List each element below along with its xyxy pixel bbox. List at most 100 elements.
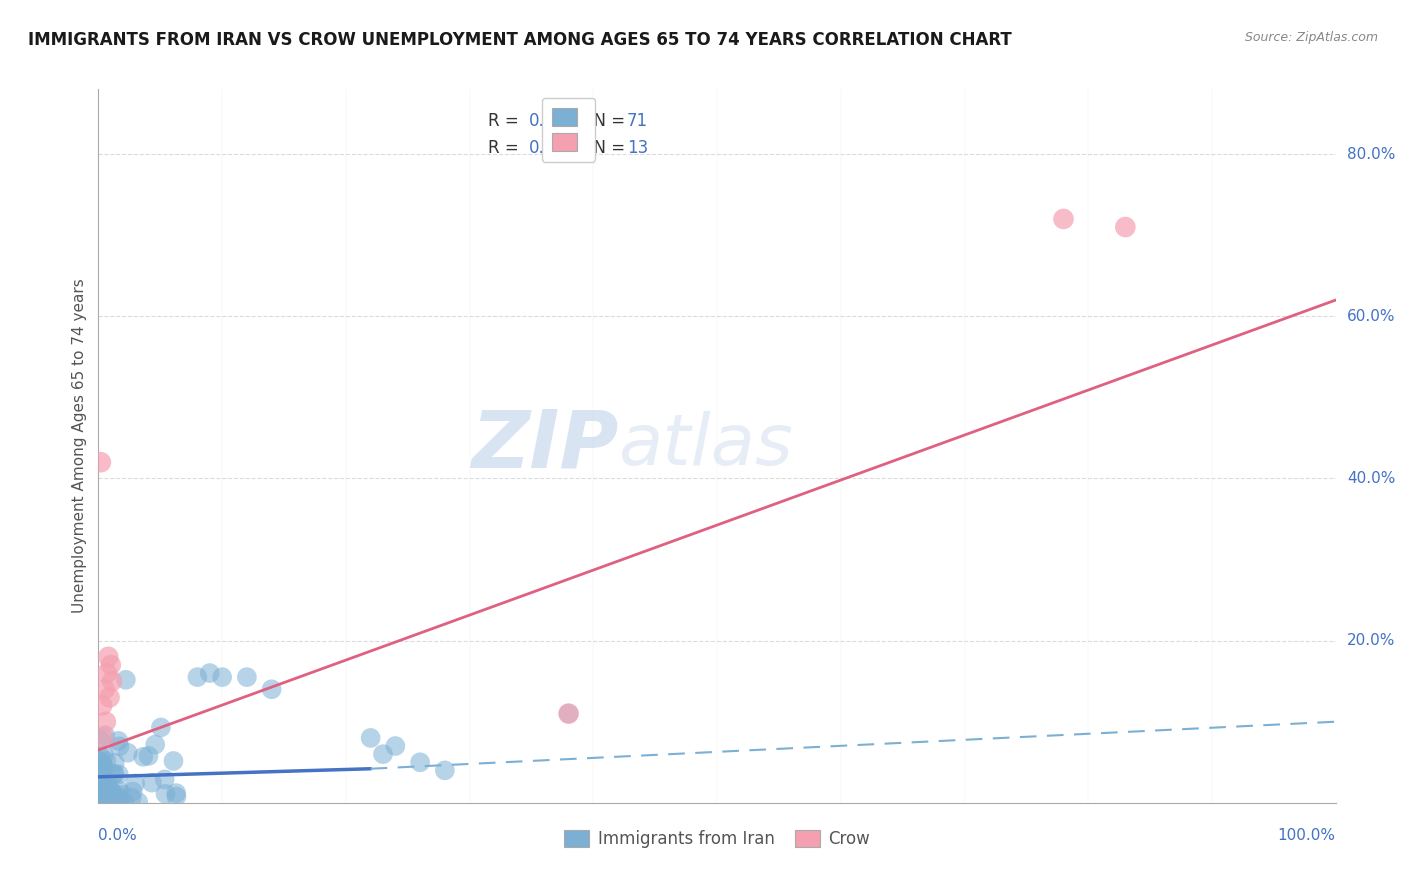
Text: 13: 13 xyxy=(627,139,648,157)
Point xyxy=(91,789,114,804)
Point xyxy=(96,666,118,681)
Point xyxy=(138,748,160,763)
Point xyxy=(186,670,208,684)
Point xyxy=(1114,220,1136,235)
Point xyxy=(433,764,456,778)
Point xyxy=(121,790,143,805)
Point xyxy=(104,756,127,770)
Point xyxy=(236,670,259,684)
Point xyxy=(371,747,394,761)
Point xyxy=(127,795,149,809)
Point xyxy=(91,758,114,772)
Point xyxy=(101,674,124,689)
Text: 71: 71 xyxy=(627,112,648,130)
Point xyxy=(91,761,114,775)
Point xyxy=(107,767,129,781)
Point xyxy=(107,783,129,797)
Point xyxy=(96,774,118,789)
Point xyxy=(94,728,117,742)
Point xyxy=(141,775,163,789)
Point xyxy=(165,786,187,800)
Point xyxy=(89,755,111,769)
Point xyxy=(108,792,131,806)
Point xyxy=(96,773,118,788)
Point xyxy=(107,734,129,748)
Point xyxy=(557,706,579,721)
Point xyxy=(155,787,177,801)
Point xyxy=(89,778,111,792)
Point xyxy=(96,754,118,768)
Text: ZIP: ZIP xyxy=(471,407,619,485)
Point xyxy=(94,792,117,806)
Point xyxy=(409,756,432,770)
Text: 40.0%: 40.0% xyxy=(1347,471,1395,486)
Text: N =: N = xyxy=(583,139,631,157)
Point xyxy=(165,789,187,804)
Point xyxy=(198,666,221,681)
Point xyxy=(101,785,124,799)
Point xyxy=(90,768,112,782)
Point xyxy=(97,649,120,664)
Point xyxy=(260,682,283,697)
Text: atlas: atlas xyxy=(619,411,793,481)
Point xyxy=(89,754,111,768)
Point xyxy=(93,747,115,762)
Point xyxy=(91,793,114,807)
Point xyxy=(89,785,111,799)
Point xyxy=(91,773,114,788)
Point xyxy=(100,657,122,672)
Text: 20.0%: 20.0% xyxy=(1347,633,1395,648)
Text: 60.0%: 60.0% xyxy=(1347,309,1395,324)
Point xyxy=(89,791,111,805)
Point xyxy=(149,721,172,735)
Point xyxy=(105,789,128,803)
Text: 0.0%: 0.0% xyxy=(98,828,138,843)
Text: N =: N = xyxy=(583,112,631,130)
Point xyxy=(557,706,579,721)
Point xyxy=(90,780,112,794)
Point xyxy=(91,787,114,801)
Point xyxy=(121,784,143,798)
Point xyxy=(98,690,121,705)
Point xyxy=(94,714,117,729)
Text: 80.0%: 80.0% xyxy=(1347,146,1395,161)
Text: R =: R = xyxy=(488,139,524,157)
Point xyxy=(93,682,115,697)
Point xyxy=(97,781,120,796)
Point xyxy=(93,758,115,772)
Point xyxy=(1052,211,1074,226)
Point xyxy=(108,794,131,808)
Point xyxy=(132,749,155,764)
Point xyxy=(103,767,125,781)
Point xyxy=(94,784,117,798)
Point xyxy=(100,783,122,797)
Text: 100.0%: 100.0% xyxy=(1278,828,1336,843)
Point xyxy=(211,670,233,684)
Point xyxy=(90,455,112,469)
Point xyxy=(360,731,382,745)
Point xyxy=(143,738,166,752)
Point xyxy=(108,739,131,754)
Point xyxy=(112,795,135,809)
Point xyxy=(93,731,115,745)
Point xyxy=(104,794,127,808)
Point xyxy=(384,739,406,753)
Point xyxy=(115,673,138,687)
Point xyxy=(89,749,111,764)
Text: 0.760: 0.760 xyxy=(529,139,576,157)
Point xyxy=(111,788,134,802)
Point xyxy=(153,772,176,787)
Point xyxy=(97,794,120,808)
Point xyxy=(103,767,125,781)
Y-axis label: Unemployment Among Ages 65 to 74 years: Unemployment Among Ages 65 to 74 years xyxy=(72,278,87,614)
Text: R =: R = xyxy=(488,112,524,130)
Point xyxy=(162,754,184,768)
Point xyxy=(90,795,112,809)
Point xyxy=(91,698,114,713)
Point xyxy=(91,760,114,774)
Point xyxy=(124,776,146,790)
Point xyxy=(89,732,111,747)
Text: Source: ZipAtlas.com: Source: ZipAtlas.com xyxy=(1244,31,1378,45)
Point xyxy=(117,746,139,760)
Point xyxy=(96,780,118,795)
